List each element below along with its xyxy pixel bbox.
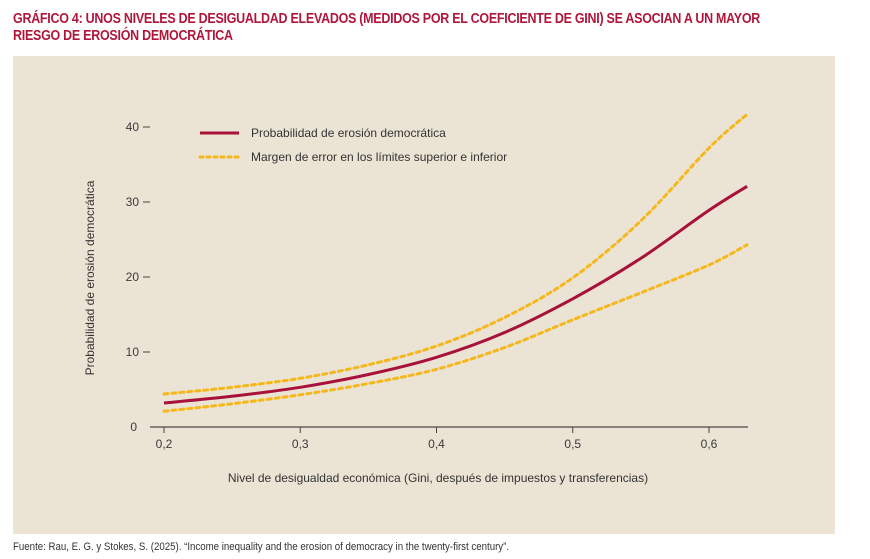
y-tick-label: 0 bbox=[130, 420, 137, 434]
series-lines bbox=[162, 112, 749, 413]
source-note: Fuente: Rau, E. G. y Stokes, S. (2025). … bbox=[13, 541, 510, 553]
y-axis-label: Probabilidad de erosión democrática bbox=[83, 180, 97, 375]
x-tick-label: 0,3 bbox=[292, 437, 309, 451]
x-tick-label: 0,5 bbox=[564, 437, 581, 451]
x-axis-label: Nivel de desigualdad económica (Gini, de… bbox=[228, 471, 648, 485]
chart-title: GRÁFICO 4: UNOS NIVELES DE DESIGUALDAD E… bbox=[13, 11, 839, 45]
chart-title-line-1: GRÁFICO 4: UNOS NIVELES DE DESIGUALDAD E… bbox=[13, 11, 761, 27]
x-tick-label: 0,6 bbox=[701, 437, 718, 451]
chart-panel bbox=[13, 56, 835, 534]
error-line-lower bbox=[162, 243, 749, 413]
y-tick-label: 40 bbox=[126, 120, 140, 134]
axes: 0,2 0,3 0,4 0,5 0,6 0 10 20 30 40 bbox=[126, 120, 748, 451]
x-tick-label: 0,2 bbox=[156, 437, 173, 451]
legend-label: Margen de error en los límites superior … bbox=[251, 150, 507, 164]
error-line-upper bbox=[162, 112, 749, 396]
chart-title-line-2: RIESGO DE EROSIÓN DEMOCRÁTICA bbox=[13, 28, 233, 44]
legend-label: Probabilidad de erosión democrática bbox=[251, 126, 446, 140]
probability-line bbox=[163, 185, 748, 405]
x-tick-label: 0,4 bbox=[428, 437, 445, 451]
y-tick-label: 30 bbox=[126, 195, 140, 209]
y-tick-label: 10 bbox=[126, 345, 140, 359]
y-tick-label: 20 bbox=[126, 270, 140, 284]
legend: Probabilidad de erosión democrática Marge… bbox=[198, 126, 507, 164]
